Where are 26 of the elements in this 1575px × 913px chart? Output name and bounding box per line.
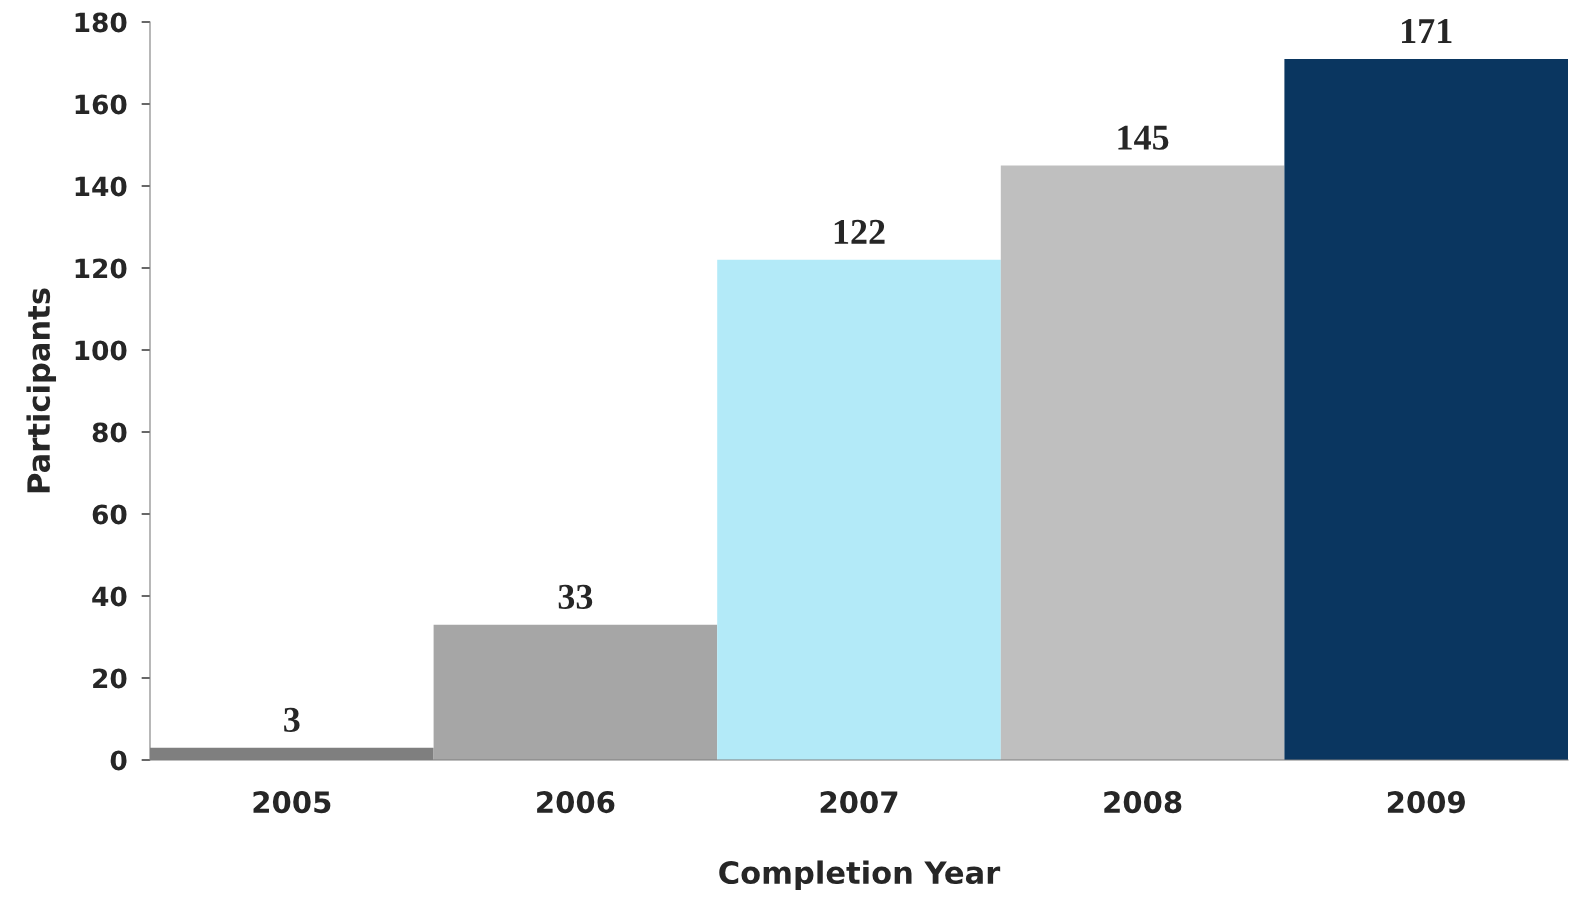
x-tick-label: 2008 [1104,791,1182,814]
data-label: 3 [284,707,300,733]
y-tick-label: 140 [75,176,127,197]
x-tick-label: 2007 [820,791,898,814]
bar [433,624,718,760]
data-label: 33 [558,584,593,610]
y-tick-label: 60 [92,504,127,525]
bar [1284,58,1568,760]
bar [717,259,1001,760]
x-axis-title: Completion Year [719,860,1001,891]
bar [1000,165,1285,760]
x-tick-label: 2005 [253,791,331,814]
y-tick-label: 100 [75,340,127,361]
y-tick-label: 120 [75,258,127,279]
x-tick-label: 2006 [537,791,615,814]
data-label: 171 [1402,19,1452,43]
data-label: 145 [1118,125,1169,150]
y-tick-label: 40 [92,586,127,607]
y-tick-label: 180 [75,12,127,33]
y-tick-label: 20 [93,668,127,689]
data-label: 122 [834,219,885,244]
y-tick-label: 80 [92,422,127,443]
y-axis-title: Participants [26,288,57,493]
y-tick-label: 160 [75,94,127,115]
x-tick-label: 2009 [1387,791,1465,814]
y-tick-label: 0 [110,750,127,771]
